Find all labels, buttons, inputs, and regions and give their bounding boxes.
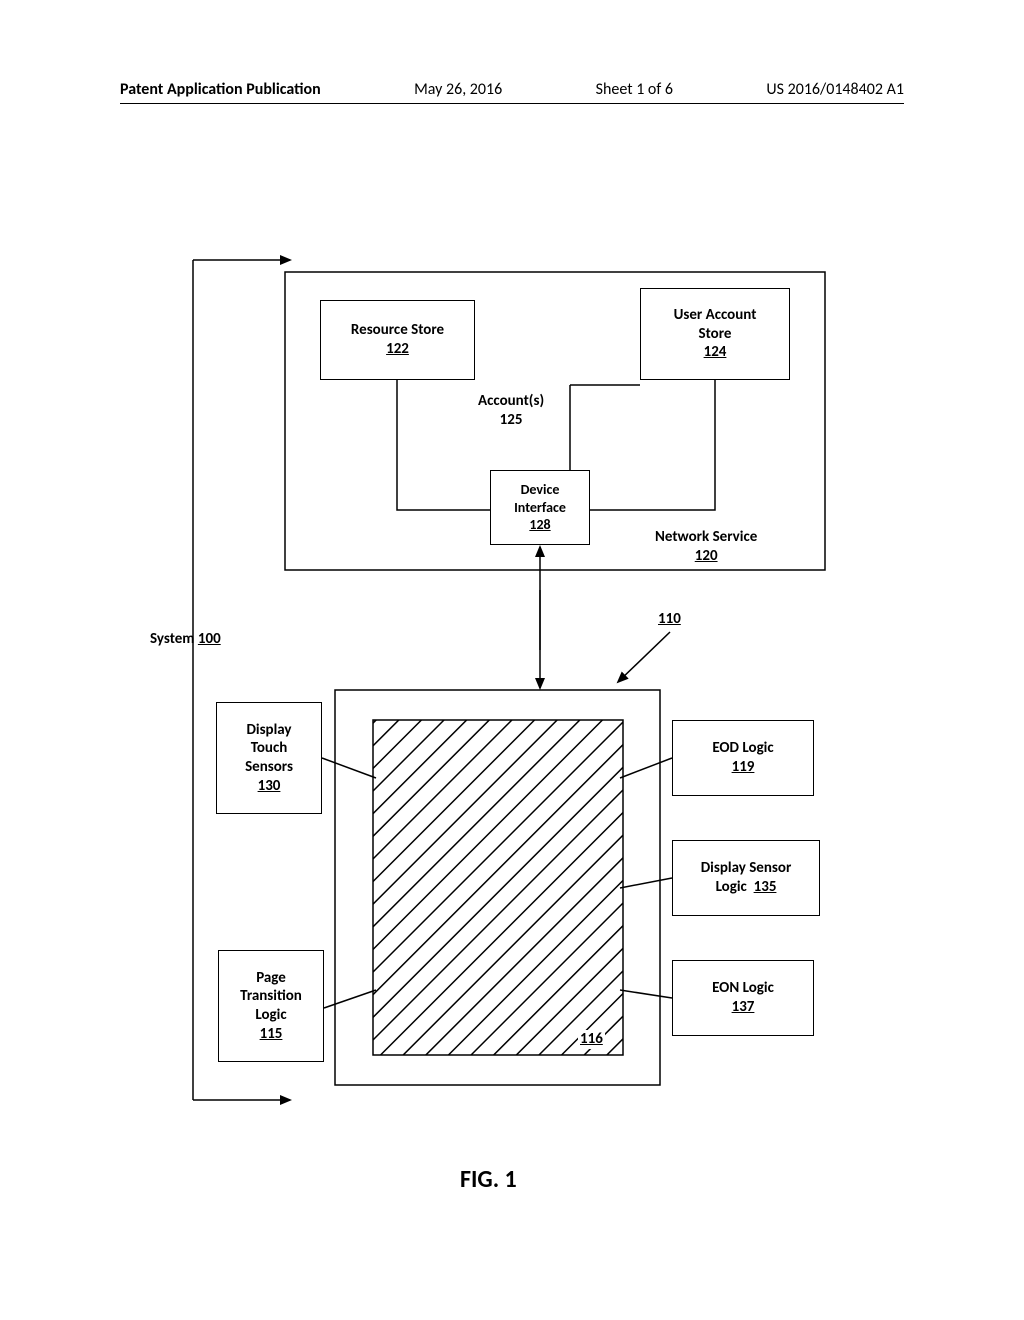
eon-line1: EON Logic bbox=[712, 979, 774, 998]
dts-line2: Touch bbox=[251, 739, 288, 758]
eon-logic-box: EON Logic 137 bbox=[672, 960, 814, 1036]
dts-line1: Display bbox=[246, 721, 291, 740]
user-account-line2: Store bbox=[699, 325, 732, 344]
header-date: May 26, 2016 bbox=[414, 80, 502, 99]
ptl-line3: Logic bbox=[255, 1006, 286, 1025]
eod-ref: 119 bbox=[732, 758, 755, 777]
dts-line3: Sensors bbox=[245, 758, 293, 777]
figure-caption-text: FIG. 1 bbox=[460, 1165, 517, 1194]
eon-ref: 137 bbox=[732, 998, 755, 1017]
dsl-ref: 135 bbox=[754, 878, 777, 896]
device-interface-line1: Device bbox=[521, 481, 560, 499]
dsl-line2: Logic bbox=[716, 878, 747, 896]
hatched-ref-label: 116 bbox=[578, 1030, 605, 1049]
system-label-ref: 100 bbox=[198, 630, 221, 648]
figure-caption: FIG. 1 bbox=[460, 1165, 517, 1194]
dsl-line1: Display Sensor bbox=[701, 859, 792, 878]
resource-store-box: Resource Store 122 bbox=[320, 300, 475, 380]
device-interface-line2: Interface bbox=[514, 499, 566, 517]
hatched-ref: 116 bbox=[580, 1030, 603, 1048]
display-sensor-logic-box: Display Sensor Logic 135 bbox=[672, 840, 820, 916]
figure-container: System 100 Resource Store 122 User Accou… bbox=[60, 130, 964, 1250]
accounts-ref: 125 bbox=[478, 411, 544, 430]
network-service-ref: 120 bbox=[655, 547, 757, 566]
resource-store-line1: Resource Store bbox=[351, 321, 444, 340]
resource-store-ref: 122 bbox=[386, 340, 409, 359]
system-label: System 100 bbox=[150, 630, 221, 649]
page-transition-logic-box: Page Transition Logic 115 bbox=[218, 950, 324, 1062]
page-header: Patent Application Publication May 26, 2… bbox=[120, 80, 904, 104]
network-service-label: Network Service 120 bbox=[655, 528, 757, 566]
network-service-text: Network Service bbox=[655, 528, 757, 547]
arrow110-ref: 110 bbox=[658, 610, 681, 628]
device-interface-box: Device Interface 128 bbox=[490, 470, 590, 545]
user-account-line1: User Account bbox=[674, 306, 757, 325]
user-account-store-box: User Account Store 124 bbox=[640, 288, 790, 380]
device-interface-ref: 128 bbox=[529, 516, 550, 534]
accounts-label: Account(s) 125 bbox=[478, 392, 544, 430]
ptl-line1: Page bbox=[256, 969, 286, 988]
eod-line1: EOD Logic bbox=[712, 739, 773, 758]
header-publication: Patent Application Publication bbox=[120, 80, 321, 99]
diagram-svg bbox=[60, 130, 964, 1250]
display-touch-sensors-box: Display Touch Sensors 130 bbox=[216, 702, 322, 814]
user-account-ref: 124 bbox=[704, 343, 727, 362]
ptl-line2: Transition bbox=[240, 987, 302, 1006]
ptl-ref: 115 bbox=[260, 1025, 283, 1044]
system-label-text: System bbox=[150, 630, 194, 648]
eod-logic-box: EOD Logic 119 bbox=[672, 720, 814, 796]
arrow110-label: 110 bbox=[658, 610, 681, 629]
dts-ref: 130 bbox=[258, 777, 281, 796]
header-sheet: Sheet 1 of 6 bbox=[596, 80, 673, 99]
header-pubno: US 2016/0148402 A1 bbox=[766, 80, 904, 99]
accounts-text: Account(s) bbox=[478, 392, 544, 411]
